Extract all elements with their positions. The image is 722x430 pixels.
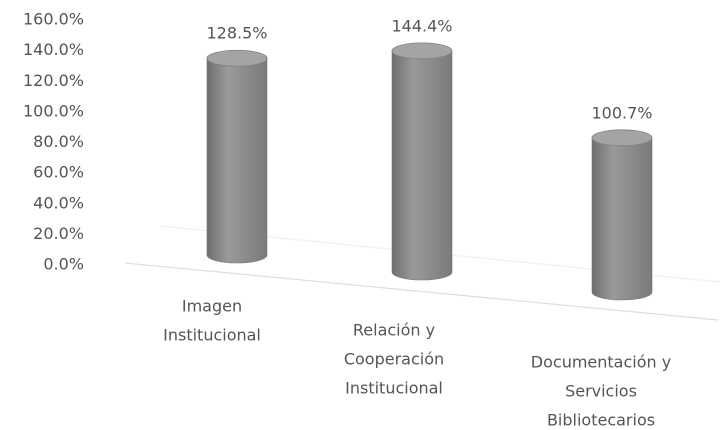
x-tick-label: Institucional: [345, 379, 443, 398]
y-tick-label: 160.0%: [23, 10, 84, 29]
y-tick-label: 20.0%: [33, 224, 84, 243]
y-tick-label: 120.0%: [23, 71, 84, 90]
value-label: 144.4%: [391, 16, 452, 35]
y-tick-label: 0.0%: [43, 255, 84, 274]
y-tick-label: 140.0%: [23, 40, 84, 59]
floor-front: [124, 262, 719, 321]
cylinder-top: [206, 49, 268, 67]
x-tick-label: Documentación y: [531, 353, 671, 372]
value-label: 128.5%: [206, 24, 267, 43]
cylinder-top: [391, 42, 453, 60]
y-tick-label: 60.0%: [33, 163, 84, 182]
bar: [206, 49, 268, 264]
bar: [591, 129, 653, 301]
cylinder-body: [591, 137, 653, 301]
cylinder-body: [206, 57, 268, 264]
x-tick-label: Institucional: [163, 326, 261, 345]
value-label: 100.7%: [591, 103, 652, 122]
cylinder-top: [591, 129, 653, 147]
y-tick-label: 100.0%: [23, 101, 84, 120]
x-tick-label: Imagen: [182, 297, 242, 316]
y-tick-label: 40.0%: [33, 193, 84, 212]
y-tick-label: 80.0%: [33, 132, 84, 151]
cylinder-body: [391, 50, 453, 281]
bar: [391, 42, 453, 281]
x-tick-label: Servicios: [565, 382, 637, 401]
x-tick-label: Relación y: [353, 321, 435, 340]
x-tick-label: Cooperación: [344, 350, 444, 369]
x-tick-label: Bibliotecarios: [547, 411, 655, 430]
